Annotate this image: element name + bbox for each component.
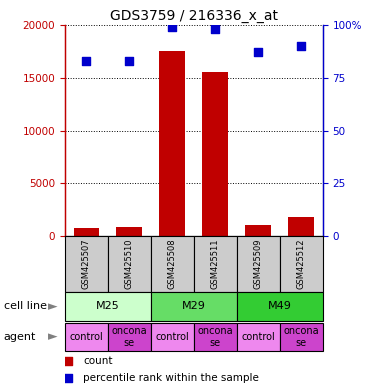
Bar xyxy=(194,323,237,351)
Text: control: control xyxy=(155,332,189,342)
Point xyxy=(65,375,70,381)
Bar xyxy=(203,73,228,236)
Bar xyxy=(237,323,280,351)
Text: GSM425509: GSM425509 xyxy=(254,239,263,289)
Text: ►: ► xyxy=(48,300,58,313)
Text: GSM425511: GSM425511 xyxy=(211,239,220,289)
Text: GSM425512: GSM425512 xyxy=(297,239,306,289)
Title: GDS3759 / 216336_x_at: GDS3759 / 216336_x_at xyxy=(110,8,278,23)
Text: M25: M25 xyxy=(96,301,120,311)
Point xyxy=(212,26,218,32)
Bar xyxy=(194,236,237,292)
Text: agent: agent xyxy=(4,332,36,342)
Point xyxy=(65,358,70,364)
Text: M29: M29 xyxy=(182,301,206,311)
Bar xyxy=(237,236,280,292)
Text: control: control xyxy=(69,332,103,342)
Text: onconа
se: onconа se xyxy=(112,326,147,348)
Point xyxy=(298,43,304,49)
Bar xyxy=(116,227,142,236)
Text: onconа
se: onconа se xyxy=(283,326,319,348)
Bar xyxy=(73,228,99,236)
Bar xyxy=(151,323,194,351)
Text: ►: ► xyxy=(48,331,58,343)
Bar xyxy=(280,323,323,351)
Text: control: control xyxy=(242,332,275,342)
Bar xyxy=(65,323,108,351)
Text: onconа
se: onconа se xyxy=(197,326,233,348)
Bar xyxy=(65,292,151,321)
Bar xyxy=(65,236,108,292)
Point xyxy=(127,58,132,64)
Bar xyxy=(160,51,185,236)
Text: GSM425510: GSM425510 xyxy=(125,239,134,289)
Point xyxy=(170,24,175,30)
Bar xyxy=(246,225,271,236)
Bar xyxy=(288,217,314,236)
Text: cell line: cell line xyxy=(4,301,47,311)
Text: count: count xyxy=(83,356,112,366)
Point xyxy=(255,50,261,56)
Text: M49: M49 xyxy=(268,301,292,311)
Bar xyxy=(108,323,151,351)
Bar xyxy=(280,236,323,292)
Bar xyxy=(108,236,151,292)
Bar xyxy=(151,236,194,292)
Text: GSM425508: GSM425508 xyxy=(168,239,177,289)
Text: GSM425507: GSM425507 xyxy=(82,239,91,289)
Bar xyxy=(151,292,237,321)
Bar xyxy=(237,292,323,321)
Point xyxy=(83,58,89,64)
Text: percentile rank within the sample: percentile rank within the sample xyxy=(83,373,259,383)
